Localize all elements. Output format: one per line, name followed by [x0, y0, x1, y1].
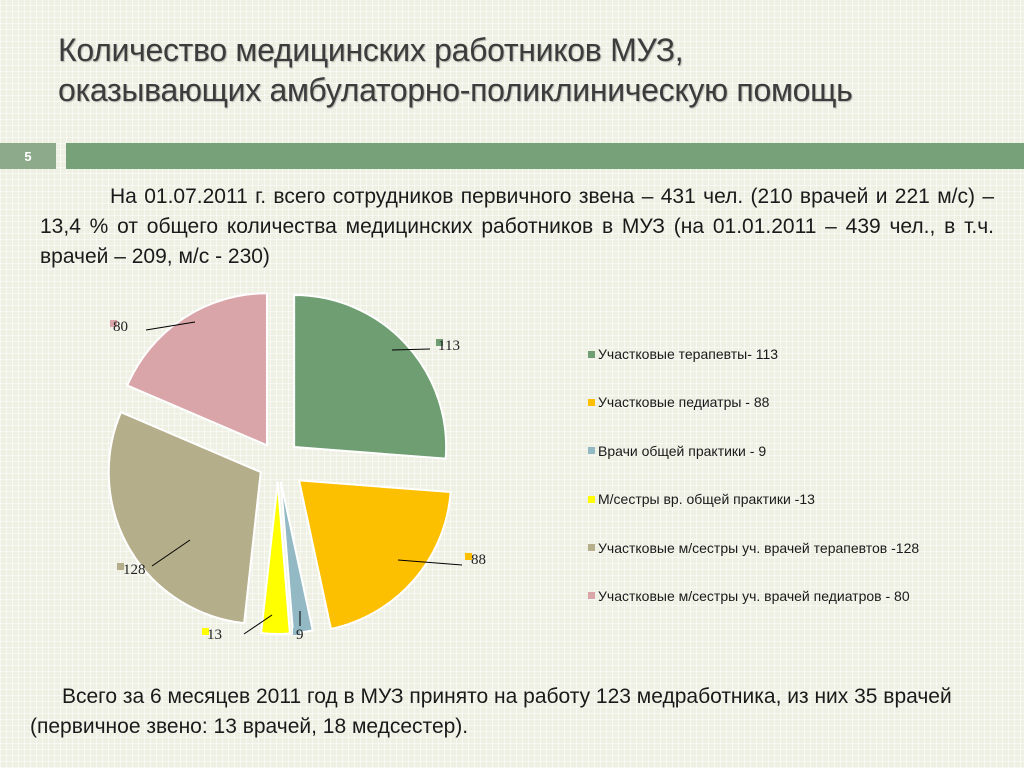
data-label-swatch: [202, 628, 209, 635]
leader-line: [391, 348, 431, 351]
slide-title: Количество медицинских работников МУЗ, о…: [58, 30, 998, 110]
slide-title-line-2: оказывающих амбулаторно-поликлиническую …: [58, 72, 853, 108]
data-label: 113: [438, 338, 460, 354]
chart-legend: Участковые терапевты- 113 Участковые педи…: [588, 342, 1018, 632]
data-label: 88: [471, 552, 486, 568]
pie-slice: [107, 410, 262, 625]
legend-label: Участковые терапевты- 113: [598, 346, 779, 362]
data-label-swatch: [117, 563, 124, 570]
slide-number: 5: [0, 143, 56, 169]
legend-swatch: [588, 350, 595, 358]
data-label: 13: [207, 627, 222, 643]
legend-swatch: [588, 447, 595, 455]
data-label-swatch: [293, 628, 300, 635]
leader-line: [145, 321, 196, 331]
data-label: 80: [113, 319, 128, 335]
pie-slice: [297, 479, 452, 631]
legend-label: Врачи общей практики - 9: [598, 442, 767, 459]
legend-label: М/сестры вр. общей практики -13: [598, 491, 815, 508]
legend-item: Участковые педиатры - 88: [588, 390, 1018, 414]
intro-paragraph: На 01.07.2011 г. всего сотрудников перви…: [40, 185, 994, 268]
slide-title-line-1: Количество медицинских работников МУЗ,: [58, 32, 684, 68]
legend-item: Врачи общей практики - 9: [588, 439, 1018, 463]
legend-item: Участковые м/сестры уч. врачей педиатров…: [588, 584, 1018, 608]
legend-item: Участковые терапевты- 113: [588, 342, 1018, 366]
legend-label: Участковые м/сестры уч. врачей педиатров…: [598, 587, 910, 604]
data-label-swatch: [465, 553, 472, 560]
legend-swatch: [588, 495, 595, 503]
legend-item: Участковые м/сестры уч. врачей терапевто…: [588, 536, 1018, 560]
legend-swatch: [588, 544, 595, 552]
leader-line: [243, 614, 273, 635]
pie-slice: [293, 294, 448, 460]
footer-paragraph: Всего за 6 месяцев 2011 год в МУЗ принят…: [30, 685, 952, 738]
legend-swatch: [588, 398, 595, 406]
legend-swatch: [588, 592, 595, 600]
data-label-swatch: [110, 320, 117, 327]
data-label: 9: [296, 627, 304, 643]
header-divider-bar: [66, 143, 1024, 169]
leader-line: [151, 539, 191, 567]
pie-slice: [125, 292, 268, 447]
data-label-swatch: [436, 339, 443, 346]
data-label: 128: [123, 562, 146, 578]
legend-item: М/сестры вр. общей практики -13: [588, 487, 1018, 511]
pie-slice: [260, 481, 291, 635]
legend-label: Участковые педиатры - 88: [598, 394, 770, 411]
leader-line: [397, 559, 463, 566]
legend-label: Участковые м/сестры уч. врачей терапевто…: [598, 539, 920, 556]
